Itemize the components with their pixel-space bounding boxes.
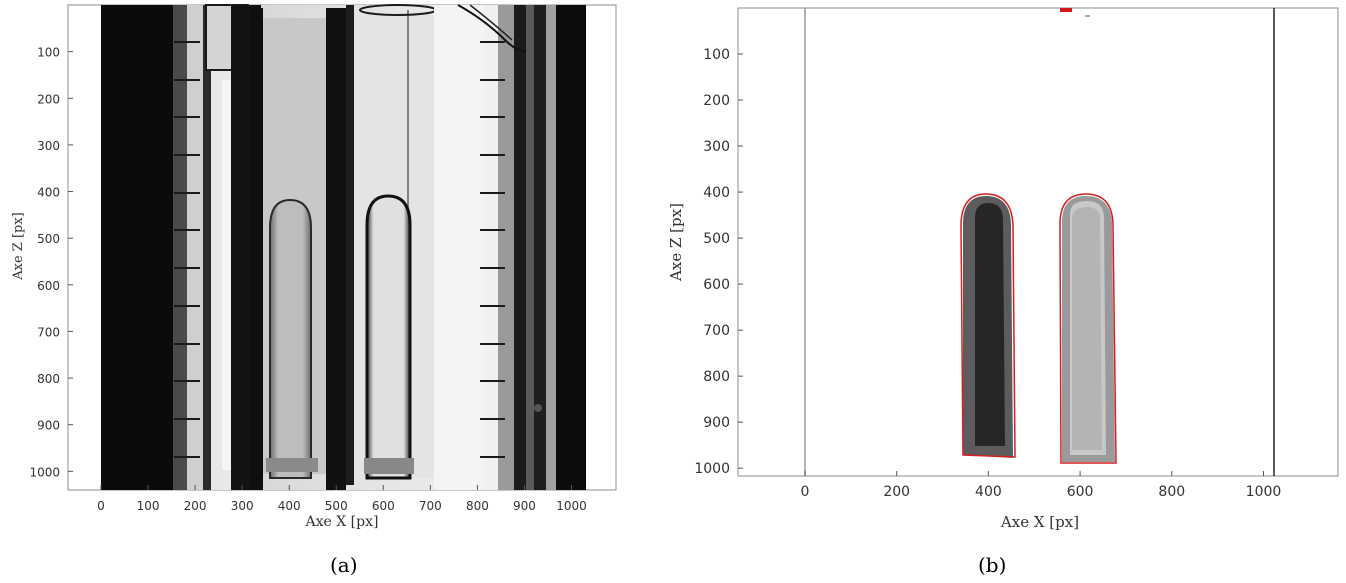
panel-a-ytick-label: 700 bbox=[37, 325, 60, 339]
bubble-dark bbox=[960, 193, 1016, 458]
panel-b-ytick-label: 800 bbox=[703, 369, 730, 385]
panel-a-xtick-label: 500 bbox=[325, 499, 348, 513]
panel-b: 100 200 300 400 500 600 700 800 900 1000 0 200 400 6… bbox=[667, 7, 1339, 531]
panel-a-y-ticks: 100 200 300 400 500 600 700 800 900 1000 bbox=[29, 46, 73, 479]
panel-b-xlabel: Axe X [px] bbox=[1000, 513, 1079, 531]
panel-a-ytick-label: 900 bbox=[37, 419, 60, 433]
bubble-light bbox=[1059, 193, 1117, 464]
panel-a-ytick-label: 100 bbox=[37, 46, 60, 60]
panel-b-xtick-label: 0 bbox=[801, 484, 810, 500]
panel-a-ytick-label: 300 bbox=[37, 139, 60, 153]
panel-a-photo bbox=[101, 4, 586, 490]
panel-b-xtick-label: 1000 bbox=[1246, 484, 1282, 500]
panel-b-red-marker bbox=[1060, 8, 1072, 12]
panel-a-xtick-label: 700 bbox=[419, 499, 442, 513]
panel-b-ytick-label: 600 bbox=[703, 277, 730, 293]
panel-b-xtick-label: 600 bbox=[1067, 484, 1094, 500]
panel-a-xtick-label: 1000 bbox=[556, 499, 587, 513]
panel-b-xtick-label: 800 bbox=[1158, 484, 1185, 500]
panel-a-ytick-label: 600 bbox=[37, 279, 60, 293]
panel-a-xtick-label: 600 bbox=[372, 499, 395, 513]
panel-a-ytick-label: 1000 bbox=[29, 465, 60, 479]
panel-a-xtick-label: 400 bbox=[278, 499, 301, 513]
panel-b-xtick-label: 400 bbox=[975, 484, 1002, 500]
panel-a-x-ticks: 0 100 200 300 400 500 600 700 800 900 1000 bbox=[97, 485, 587, 513]
panel-a-xtick-label: 300 bbox=[231, 499, 254, 513]
panel-b-ytick-label: 900 bbox=[703, 415, 730, 431]
panel-a-xtick-label: 100 bbox=[137, 499, 160, 513]
caption-a: (a) bbox=[330, 553, 358, 577]
panel-a-xtick-label: 800 bbox=[466, 499, 489, 513]
panel-a-xtick-label: 200 bbox=[184, 499, 207, 513]
panel-a-ytick-label: 200 bbox=[37, 92, 60, 106]
panel-b-xtick-label: 200 bbox=[883, 484, 910, 500]
panel-b-ylabel: Axe Z [px] bbox=[667, 203, 685, 282]
bubble-light-contour bbox=[1059, 193, 1117, 464]
panel-b-ytick-label: 1000 bbox=[694, 461, 730, 477]
panel-b-ytick-label: 200 bbox=[703, 93, 730, 109]
panel-a: 100 200 300 400 500 600 700 800 900 1000 0 100 200 3… bbox=[11, 4, 617, 530]
panel-b-y-ticks: 100 200 300 400 500 600 700 800 900 1000 bbox=[694, 47, 743, 477]
panel-a-xtick-label: 900 bbox=[513, 499, 536, 513]
panel-b-ytick-label: 300 bbox=[703, 139, 730, 155]
panel-a-ylabel: Axe Z [px] bbox=[11, 212, 26, 281]
panel-b-x-ticks: 0 200 400 600 800 1000 bbox=[801, 471, 1282, 500]
panel-a-xlabel: Axe X [px] bbox=[305, 514, 379, 530]
panel-b-ytick-label: 100 bbox=[703, 47, 730, 63]
panel-b-ytick-label: 700 bbox=[703, 323, 730, 339]
panel-a-ytick-label: 800 bbox=[37, 372, 60, 386]
panel-b-ytick-label: 400 bbox=[703, 185, 730, 201]
panel-b-axes-frame bbox=[737, 7, 1339, 477]
caption-b: (b) bbox=[978, 553, 1007, 577]
panel-a-ytick-label: 500 bbox=[37, 232, 60, 246]
panel-b-ytick-label: 500 bbox=[703, 231, 730, 247]
bubble-dark-contour bbox=[960, 193, 1016, 458]
panel-a-xtick-label: 0 bbox=[97, 499, 105, 513]
panel-a-ytick-label: 400 bbox=[37, 186, 60, 200]
